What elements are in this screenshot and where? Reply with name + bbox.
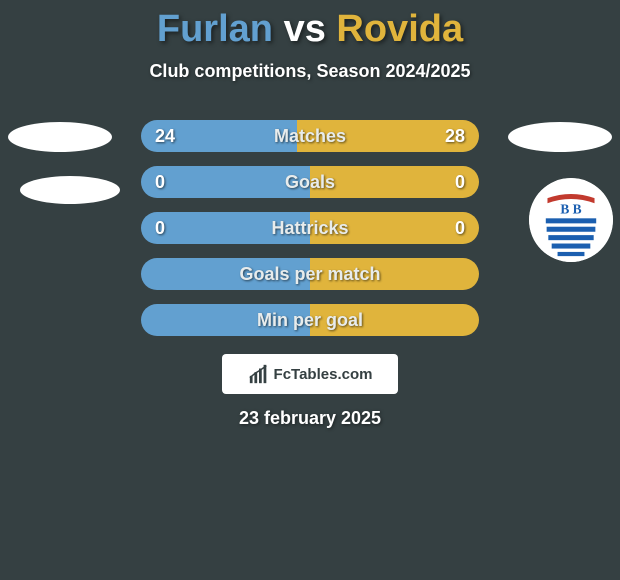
title-player2: Rovida [336, 8, 463, 50]
stat-row: Min per goal [141, 304, 479, 336]
watermark: FcTables.com [222, 354, 398, 394]
bar-player2 [310, 212, 479, 244]
bar-player2 [310, 304, 479, 336]
stat-row: 2428Matches [141, 120, 479, 152]
title-player1: Furlan [157, 8, 273, 50]
stat-value-player2: 28 [445, 120, 465, 152]
bar-player2 [310, 166, 479, 198]
stat-value-player1: 24 [155, 120, 175, 152]
stat-value-player2: 0 [455, 166, 465, 198]
bars-icon [248, 363, 270, 385]
bar-player1 [141, 166, 310, 198]
title-vs: vs [284, 8, 326, 50]
subtitle: Club competitions, Season 2024/2025 [0, 61, 620, 82]
page-title: Furlan vs Rovida [0, 0, 620, 51]
stat-row: Goals per match [141, 258, 479, 290]
stat-value-player2: 0 [455, 212, 465, 244]
bar-player1 [141, 258, 310, 290]
watermark-text: FcTables.com [274, 366, 373, 383]
bar-player1 [141, 212, 310, 244]
stat-value-player1: 0 [155, 212, 165, 244]
bar-player1 [141, 304, 310, 336]
bar-player2 [310, 258, 479, 290]
date-label: 23 february 2025 [0, 408, 620, 429]
stat-value-player1: 0 [155, 166, 165, 198]
stat-rows: 2428Matches00Goals00HattricksGoals per m… [0, 120, 620, 350]
stat-row: 00Goals [141, 166, 479, 198]
stat-row: 00Hattricks [141, 212, 479, 244]
